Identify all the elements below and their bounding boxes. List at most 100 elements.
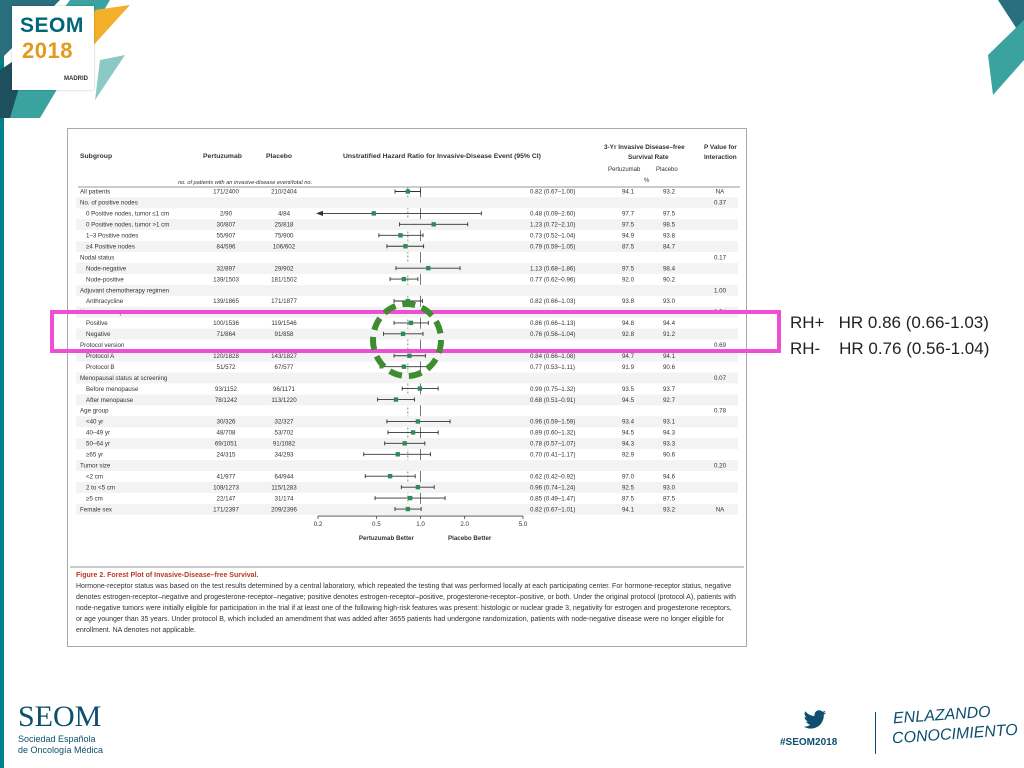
header-subgroup: Subgroup [80, 153, 112, 160]
x-tick-label: 5.0 [519, 521, 528, 528]
row-rate-pertuzumab: 93.4 [622, 419, 635, 426]
row-rate-pertuzumab: 94.1 [622, 506, 635, 513]
row-rate-pertuzumab: 94.5 [622, 430, 635, 437]
row-stripe [76, 197, 738, 209]
row-pertuzumab-count: 55/907 [217, 233, 236, 240]
row-rate-pertuzumab: 94.8 [622, 320, 635, 327]
hr-marker [431, 222, 436, 227]
hr-marker [410, 430, 416, 435]
hr-marker [407, 495, 413, 501]
row-rate-placebo: 97.5 [663, 211, 676, 218]
row-placebo-count: 4/84 [278, 211, 291, 218]
header-rate-line2: Survival Rate [628, 154, 669, 161]
row-placebo-count: 143/1827 [271, 353, 297, 360]
row-placebo-count: 106/602 [273, 243, 296, 250]
row-pertuzumab-count: 30/807 [217, 222, 236, 229]
row-placebo-count: 113/1220 [271, 397, 297, 404]
row-pertuzumab-count: 71/864 [217, 331, 236, 338]
row-placebo-count: 210/2404 [271, 189, 297, 196]
row-rate-pertuzumab: 94.3 [622, 441, 635, 448]
row-label: Before menopause [86, 386, 139, 393]
row-ci-text: 0.77 (0.62–0.96) [530, 276, 575, 283]
header-patient-counts: no. of patients with an invasive-disease… [178, 180, 312, 186]
row-pertuzumab-count: 139/1503 [213, 276, 239, 283]
row-placebo-count: 64/944 [275, 473, 294, 480]
hormone-receptor-highlight-box [50, 310, 781, 353]
row-placebo-count: 75/900 [275, 233, 294, 240]
hr-marker [401, 276, 407, 282]
row-placebo-count: 34/293 [275, 452, 294, 459]
row-ci-text: 0.78 (0.57–1.07) [530, 441, 575, 448]
corner-decoration-top-right [988, 0, 1024, 95]
hr-marker [407, 353, 412, 358]
header-rate-unit: % [644, 178, 650, 184]
row-rate-placebo: 93.1 [663, 419, 676, 426]
row-pertuzumab-count: 32/897 [217, 265, 236, 272]
row-ci-text: 0.85 (0.49–1.47) [530, 495, 575, 502]
pertuzumab-better-label: Pertuzumab Better [359, 535, 415, 542]
row-rate-pertuzumab: 94.7 [622, 353, 635, 360]
header-rate-placebo: Placebo [656, 167, 678, 173]
hr-marker [405, 298, 411, 304]
row-rate-pertuzumab: 92.8 [622, 331, 635, 338]
row-pvalue: 0.69 [714, 342, 727, 349]
dashed-highlight-circle [370, 301, 444, 379]
hr-marker [405, 189, 411, 194]
hr-marker [408, 320, 414, 326]
row-pvalue: 0.78 [714, 408, 727, 415]
hr-marker [415, 419, 421, 424]
row-label: Age group [80, 408, 109, 415]
row-rate-placebo: 93.0 [663, 298, 676, 305]
header-rate-pertuzumab: Pertuzumab [608, 167, 641, 173]
hr-marker [395, 452, 400, 457]
row-rate-pertuzumab: 97.5 [622, 265, 635, 272]
row-label: ≥5 cm [86, 495, 103, 502]
logo-year-text: 2018 [22, 38, 73, 63]
row-ci-text: 0.84 (0.66–1.08) [530, 353, 575, 360]
row-ci-text: 0.82 (0.67–1.00) [530, 189, 575, 196]
row-pertuzumab-count: 171/2400 [213, 189, 239, 196]
row-label: 0 Positive nodes, tumor ≤1 cm [86, 211, 169, 218]
ci-arrow-left [316, 210, 323, 216]
hr-marker [371, 211, 376, 216]
row-rate-pertuzumab: 93.5 [622, 386, 635, 393]
row-rate-pertuzumab: 94.5 [622, 397, 635, 404]
row-label: Protocol B [86, 364, 115, 371]
row-placebo-count: 119/1546 [271, 320, 297, 327]
row-ci-text: 0.86 (0.66–1.13) [530, 320, 575, 327]
row-label: Menopausal status at screening [80, 375, 168, 382]
header-pvalue-line2: Interaction [704, 154, 737, 161]
row-placebo-count: 67/577 [275, 364, 294, 371]
row-rate-placebo: 94.4 [663, 320, 676, 327]
hr-marker [405, 506, 411, 512]
footer-org-name-line1: Sociedad Española [18, 734, 96, 744]
row-label: 1–3 Positive nodes [86, 233, 138, 240]
header-placebo: Placebo [266, 153, 292, 160]
row-rate-placebo: 84.7 [663, 243, 676, 250]
row-label: No. of positive nodes [80, 200, 138, 207]
row-rate-placebo: 93.3 [663, 441, 676, 448]
row-rate-pertuzumab: 94.9 [622, 233, 635, 240]
row-label: 50–64 yr [86, 441, 110, 448]
hr-marker [415, 484, 421, 490]
x-tick-label: 0.5 [372, 521, 381, 528]
row-ci-text: 0.99 (0.75–1.32) [530, 386, 575, 393]
row-placebo-count: 209/2396 [271, 506, 297, 513]
header-pvalue-line1: P Value for [704, 144, 737, 151]
row-placebo-count: 91/1082 [273, 441, 296, 448]
row-ci-text: 0.79 (0.59–1.05) [530, 243, 575, 250]
row-pertuzumab-count: 78/1242 [215, 397, 238, 404]
row-pertuzumab-count: 69/1051 [215, 441, 238, 448]
row-placebo-count: 91/858 [275, 331, 294, 338]
row-pertuzumab-count: 108/1273 [213, 484, 239, 491]
footer-seom-logo: SEOM [18, 700, 102, 733]
hr-marker [403, 244, 408, 249]
figure-caption: Figure 2. Forest Plot of Invasive-Diseas… [76, 570, 738, 640]
row-ci-text: 0.96 (0.74–1.24) [530, 484, 575, 491]
row-label: ≥65 yr [86, 452, 103, 459]
row-label: Adjuvant chemotherapy regimen [80, 287, 170, 294]
row-pertuzumab-count: 2/90 [220, 211, 233, 218]
row-pertuzumab-count: 171/2397 [213, 506, 239, 513]
row-rate-pertuzumab: 87.5 [622, 495, 635, 502]
row-pvalue: 0.17 [714, 254, 727, 261]
